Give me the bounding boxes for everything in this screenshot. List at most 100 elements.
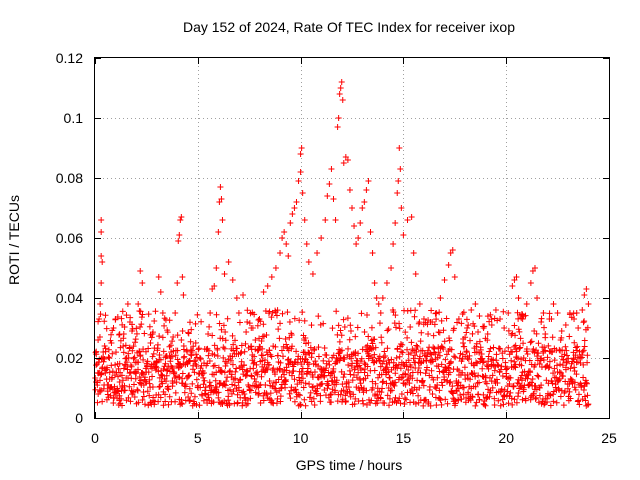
- data-point: [105, 346, 112, 353]
- data-point: [567, 395, 574, 402]
- data-point: [476, 338, 483, 345]
- data-point: [96, 377, 103, 384]
- data-point: [272, 371, 278, 378]
- data-point: [357, 366, 364, 373]
- data-point: [172, 398, 179, 405]
- data-point: [133, 325, 140, 332]
- data-point: [550, 391, 557, 398]
- data-point: [102, 370, 109, 376]
- data-point: [210, 363, 217, 370]
- data-point: [287, 395, 294, 402]
- data-point: [155, 368, 162, 375]
- data-point: [246, 386, 253, 393]
- data-point: [206, 323, 213, 330]
- data-point: [341, 324, 348, 331]
- data-point: [484, 337, 491, 344]
- data-point: [511, 396, 518, 403]
- data-point: [153, 364, 160, 371]
- data-point: [185, 394, 192, 401]
- data-point: [407, 389, 414, 396]
- data-point: [200, 374, 207, 381]
- data-point: [173, 379, 180, 386]
- data-point: [330, 352, 337, 359]
- data-point: [368, 346, 375, 353]
- data-point: [551, 357, 558, 364]
- data-point: [377, 395, 384, 402]
- data-point: [583, 379, 590, 386]
- data-point: [542, 347, 549, 354]
- data-point: [258, 373, 265, 380]
- data-point: [98, 387, 105, 394]
- data-point: [408, 339, 415, 346]
- data-point: [254, 322, 261, 329]
- data-point: [465, 322, 472, 329]
- data-point: [125, 354, 132, 361]
- data-point: [172, 389, 179, 396]
- data-point: [201, 377, 208, 384]
- data-point: [141, 330, 148, 337]
- data-point: [551, 365, 558, 372]
- data-point: [121, 324, 128, 331]
- data-point: [530, 390, 537, 397]
- data-point: [187, 397, 194, 404]
- data-point: [540, 309, 547, 316]
- data-point: [229, 332, 236, 339]
- data-point: [339, 97, 346, 103]
- data-point: [196, 355, 203, 361]
- data-point: [438, 317, 445, 324]
- data-point: [446, 379, 453, 386]
- data-point: [134, 386, 141, 393]
- data-point: [150, 350, 157, 357]
- data-point: [256, 382, 263, 389]
- data-point: [478, 351, 485, 358]
- data-point: [169, 365, 176, 372]
- data-point: [562, 343, 569, 350]
- data-point: [105, 354, 112, 361]
- data-point: [297, 151, 304, 157]
- data-point: [550, 398, 557, 405]
- data-point: [110, 325, 117, 331]
- data-point: [581, 383, 588, 390]
- data-point: [454, 319, 461, 326]
- data-point: [359, 397, 366, 404]
- data-point: [100, 349, 107, 355]
- data-point: [255, 346, 262, 353]
- data-point: [160, 348, 167, 355]
- data-point: [361, 366, 368, 373]
- data-point: [340, 354, 347, 361]
- x-tick-label: 0: [91, 430, 99, 446]
- data-point: [457, 392, 464, 399]
- data-point: [297, 401, 304, 408]
- data-point: [366, 352, 373, 359]
- data-point: [168, 349, 175, 355]
- data-point: [317, 398, 324, 405]
- chart-title: Day 152 of 2024, Rate Of TEC Index for r…: [183, 19, 515, 35]
- data-point: [424, 364, 431, 371]
- data-point: [422, 370, 429, 377]
- data-point: [531, 265, 538, 271]
- axis-ticks: [95, 58, 610, 419]
- data-point: [132, 336, 139, 343]
- data-point: [489, 384, 496, 391]
- data-point: [386, 374, 393, 381]
- data-point: [425, 331, 432, 337]
- data-point: [495, 397, 502, 404]
- data-point: [209, 332, 216, 339]
- data-point: [532, 395, 539, 402]
- data-point: [103, 325, 110, 332]
- data-point: [528, 379, 535, 386]
- data-point: [519, 396, 526, 403]
- data-point: [277, 385, 284, 392]
- data-point: [473, 343, 480, 350]
- data-point: [515, 390, 522, 397]
- data-point: [194, 311, 201, 318]
- y-tick-label: 0.08: [56, 170, 83, 186]
- data-point: [396, 353, 403, 360]
- data-point: [346, 390, 353, 397]
- data-point: [132, 375, 139, 382]
- data-point: [111, 372, 118, 379]
- data-point: [391, 382, 398, 389]
- data-point: [163, 372, 170, 379]
- data-point: [375, 301, 382, 307]
- data-point: [379, 385, 386, 392]
